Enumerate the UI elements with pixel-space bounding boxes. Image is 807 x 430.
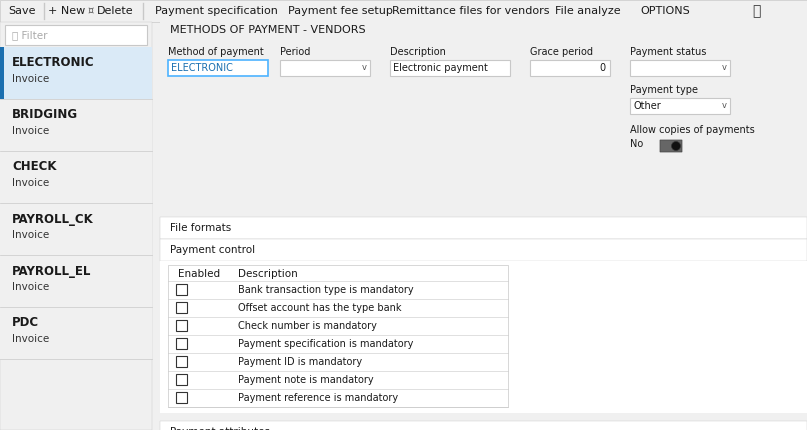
Text: Bank transaction type is mandatory: Bank transaction type is mandatory xyxy=(238,285,414,295)
Text: ⌕ Filter: ⌕ Filter xyxy=(12,30,48,40)
Text: v: v xyxy=(722,101,727,111)
Text: Other: Other xyxy=(633,101,661,111)
Text: Invoice: Invoice xyxy=(12,230,49,240)
Bar xyxy=(530,60,610,76)
Text: Description: Description xyxy=(390,47,446,57)
Bar xyxy=(168,60,268,76)
Bar xyxy=(168,265,508,407)
Bar xyxy=(176,320,187,331)
Text: Payment control: Payment control xyxy=(170,245,255,255)
Bar xyxy=(176,284,187,295)
Text: Enabled: Enabled xyxy=(178,269,220,279)
Bar xyxy=(0,99,152,151)
Bar xyxy=(176,302,187,313)
Text: Invoice: Invoice xyxy=(12,282,49,292)
Text: Allow copies of payments: Allow copies of payments xyxy=(630,125,755,135)
Text: Grace period: Grace period xyxy=(530,47,593,57)
Text: PAYROLL_CK: PAYROLL_CK xyxy=(12,212,94,225)
Text: Payment type: Payment type xyxy=(630,85,698,95)
Text: No: No xyxy=(630,139,643,149)
Text: PAYROLL_EL: PAYROLL_EL xyxy=(12,264,91,277)
Bar xyxy=(0,22,152,430)
Text: Period: Period xyxy=(280,47,311,57)
Text: Payment specification: Payment specification xyxy=(155,6,278,16)
Text: Check number is mandatory: Check number is mandatory xyxy=(238,321,377,331)
Text: v: v xyxy=(722,64,727,73)
Bar xyxy=(0,47,4,99)
Bar xyxy=(630,60,730,76)
Bar xyxy=(0,255,152,307)
Bar xyxy=(176,338,187,349)
Text: BRIDGING: BRIDGING xyxy=(12,108,78,122)
Text: ELECTRONIC: ELECTRONIC xyxy=(12,56,94,70)
Text: Payment ID is mandatory: Payment ID is mandatory xyxy=(238,357,362,367)
Text: + New: + New xyxy=(48,6,86,16)
Bar xyxy=(160,239,807,261)
Text: ⌕: ⌕ xyxy=(752,4,760,18)
Bar xyxy=(0,151,152,203)
Bar xyxy=(4,47,152,99)
Bar xyxy=(160,421,807,430)
Bar xyxy=(390,60,510,76)
Text: ¤: ¤ xyxy=(88,6,94,16)
Text: PDC: PDC xyxy=(12,316,39,329)
Bar xyxy=(176,356,187,367)
Bar xyxy=(176,374,187,385)
Text: Invoice: Invoice xyxy=(12,178,49,188)
Text: Invoice: Invoice xyxy=(12,334,49,344)
Text: Payment note is mandatory: Payment note is mandatory xyxy=(238,375,374,385)
Text: File analyze: File analyze xyxy=(555,6,621,16)
Text: METHODS OF PAYMENT - VENDORS: METHODS OF PAYMENT - VENDORS xyxy=(170,25,366,35)
Bar xyxy=(630,98,730,114)
Text: Remittance files for vendors: Remittance files for vendors xyxy=(392,6,550,16)
Text: File formats: File formats xyxy=(170,223,232,233)
Text: Payment attributes: Payment attributes xyxy=(170,427,270,430)
Bar xyxy=(176,392,187,403)
Text: Delete: Delete xyxy=(97,6,134,16)
Bar xyxy=(160,217,807,239)
Bar xyxy=(160,261,807,413)
Text: CHECK: CHECK xyxy=(12,160,56,173)
Bar xyxy=(0,203,152,255)
FancyBboxPatch shape xyxy=(660,140,682,152)
Text: Invoice: Invoice xyxy=(12,126,49,136)
Bar xyxy=(160,22,807,217)
Text: Offset account has the type bank: Offset account has the type bank xyxy=(238,303,402,313)
Text: Method of payment: Method of payment xyxy=(168,47,264,57)
Text: Description: Description xyxy=(238,269,298,279)
Text: ELECTRONIC: ELECTRONIC xyxy=(171,63,233,73)
Text: v: v xyxy=(362,64,367,73)
Text: Electronic payment: Electronic payment xyxy=(393,63,488,73)
Circle shape xyxy=(671,141,680,150)
Text: OPTIONS: OPTIONS xyxy=(640,6,690,16)
Bar xyxy=(5,25,147,45)
Text: Payment specification is mandatory: Payment specification is mandatory xyxy=(238,339,413,349)
Bar xyxy=(0,0,807,22)
Text: Save: Save xyxy=(8,6,36,16)
Bar xyxy=(0,307,152,359)
Text: Payment reference is mandatory: Payment reference is mandatory xyxy=(238,393,398,403)
Text: Payment status: Payment status xyxy=(630,47,706,57)
Text: Payment fee setup: Payment fee setup xyxy=(288,6,393,16)
Text: 0: 0 xyxy=(599,63,605,73)
Text: Invoice: Invoice xyxy=(12,74,49,84)
Bar xyxy=(280,60,370,76)
